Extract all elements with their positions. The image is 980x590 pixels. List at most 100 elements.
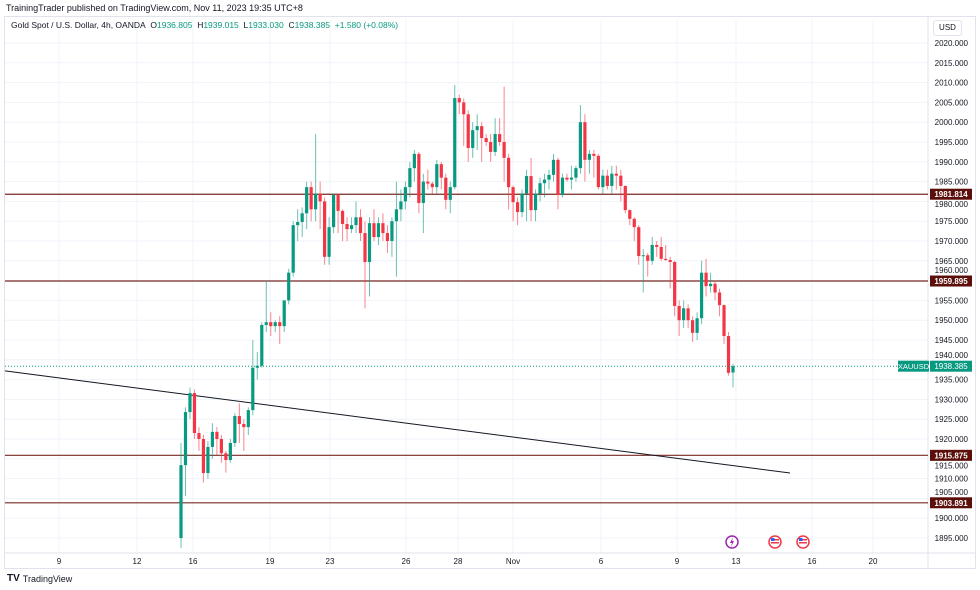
candle-down xyxy=(637,227,641,257)
candle-up xyxy=(179,465,183,538)
level-price-label-bg xyxy=(930,449,972,461)
candle-up xyxy=(574,168,578,178)
candle-up xyxy=(264,322,268,325)
candle-down xyxy=(278,322,282,327)
last-price-label: 1938.385 xyxy=(934,362,968,371)
flag-stripe xyxy=(799,539,807,541)
candle-down xyxy=(646,255,650,261)
price-tick-label: 1995.000 xyxy=(935,138,969,147)
candle-down xyxy=(722,305,726,337)
candle-down xyxy=(655,244,659,247)
open-value: 1936.805 xyxy=(157,20,193,30)
candle-down xyxy=(480,126,484,139)
price-tick-label: 1935.000 xyxy=(935,376,969,385)
candle-down xyxy=(444,177,448,200)
flag-canton xyxy=(799,538,803,541)
candle-down xyxy=(215,431,219,439)
candle-down xyxy=(192,393,197,434)
candle-up xyxy=(296,221,300,226)
candle-up xyxy=(291,225,295,273)
candle-down xyxy=(457,98,461,103)
symbol-description[interactable]: Gold Spot / U.S. Dollar, 4h, OANDA xyxy=(11,20,146,30)
candle-up xyxy=(731,366,735,373)
candle-down xyxy=(489,142,493,152)
candle-up xyxy=(578,122,583,169)
candle-up xyxy=(524,176,529,194)
candle-up xyxy=(399,201,403,210)
price-tick-label: 1925.000 xyxy=(935,415,969,424)
open-label: O xyxy=(150,20,157,30)
time-tick-label: 20 xyxy=(869,557,878,566)
candle-down xyxy=(345,223,349,230)
candle-up xyxy=(300,213,304,222)
candle-down xyxy=(439,164,443,178)
currency-button[interactable]: USD xyxy=(933,20,962,36)
symbol-label-bg xyxy=(898,360,929,372)
price-tick-label: 1965.000 xyxy=(935,257,969,266)
time-tick-label: 9 xyxy=(675,557,680,566)
level-price-label-bg xyxy=(930,275,972,287)
candle-up xyxy=(390,221,394,241)
level-price-label: 1959.895 xyxy=(934,277,968,286)
candle-down xyxy=(340,210,345,224)
candle-down xyxy=(498,134,502,142)
candle-up xyxy=(210,431,215,447)
symbol-legend: Gold Spot / U.S. Dollar, 4h, OANDA O1936… xyxy=(11,20,398,30)
time-tick-label: 23 xyxy=(326,557,335,566)
price-tick-label: 1940.000 xyxy=(935,351,969,360)
price-tick-label: 1930.000 xyxy=(935,395,969,404)
candle-up xyxy=(367,223,372,262)
price-tick-label: 1975.000 xyxy=(935,217,969,226)
price-tick-label: 1915.000 xyxy=(935,461,969,470)
price-tick-label: 1945.000 xyxy=(935,336,969,345)
candle-up xyxy=(538,183,542,194)
lightning-bolt xyxy=(730,537,734,547)
high-value: 1939.015 xyxy=(203,20,239,30)
candle-down xyxy=(466,114,470,148)
candle-up xyxy=(251,367,255,411)
footer-brand[interactable]: TradingView xyxy=(22,573,73,584)
price-tick-label: 2010.000 xyxy=(935,79,969,88)
candle-up xyxy=(233,416,237,443)
high-label: H xyxy=(197,20,204,30)
candle-up xyxy=(569,177,574,180)
candle-up xyxy=(560,177,565,196)
candle-down xyxy=(224,453,228,460)
time-tick-label: 28 xyxy=(454,557,463,566)
candle-up xyxy=(682,308,686,321)
candle-up xyxy=(421,181,425,203)
level-price-label-bg xyxy=(930,188,972,200)
candle-up xyxy=(228,442,232,460)
candle-up xyxy=(641,255,645,257)
candle-up xyxy=(587,153,591,160)
candle-up xyxy=(260,324,264,366)
level-price-label: 1981.814 xyxy=(934,190,968,199)
flag-canton xyxy=(771,538,775,541)
price-tick-label: 1905.000 xyxy=(935,488,969,497)
price-tick-label: 1960.000 xyxy=(935,266,969,275)
price-tick-label: 2020.000 xyxy=(935,39,969,48)
candle-up xyxy=(533,193,538,211)
candle-down xyxy=(201,439,206,474)
candle-down xyxy=(673,261,677,306)
candle-down xyxy=(484,138,488,142)
price-tick-label: 2015.000 xyxy=(935,59,969,68)
candle-up xyxy=(314,193,318,210)
candle-up xyxy=(305,187,309,214)
candle-down xyxy=(426,181,430,184)
candle-up xyxy=(206,446,210,474)
candle-up xyxy=(695,318,699,333)
candle-down xyxy=(726,336,731,373)
candle-down xyxy=(462,102,466,115)
candle-down xyxy=(632,218,636,228)
candle-down xyxy=(323,201,327,257)
footer: TV TradingView xyxy=(7,573,72,584)
flag-stripe xyxy=(771,542,779,544)
candle-up xyxy=(246,410,250,428)
candle-up xyxy=(408,168,412,188)
candle-up xyxy=(183,412,188,466)
candle-up xyxy=(601,175,605,188)
candle-down xyxy=(583,122,587,160)
candle-up xyxy=(551,159,556,175)
